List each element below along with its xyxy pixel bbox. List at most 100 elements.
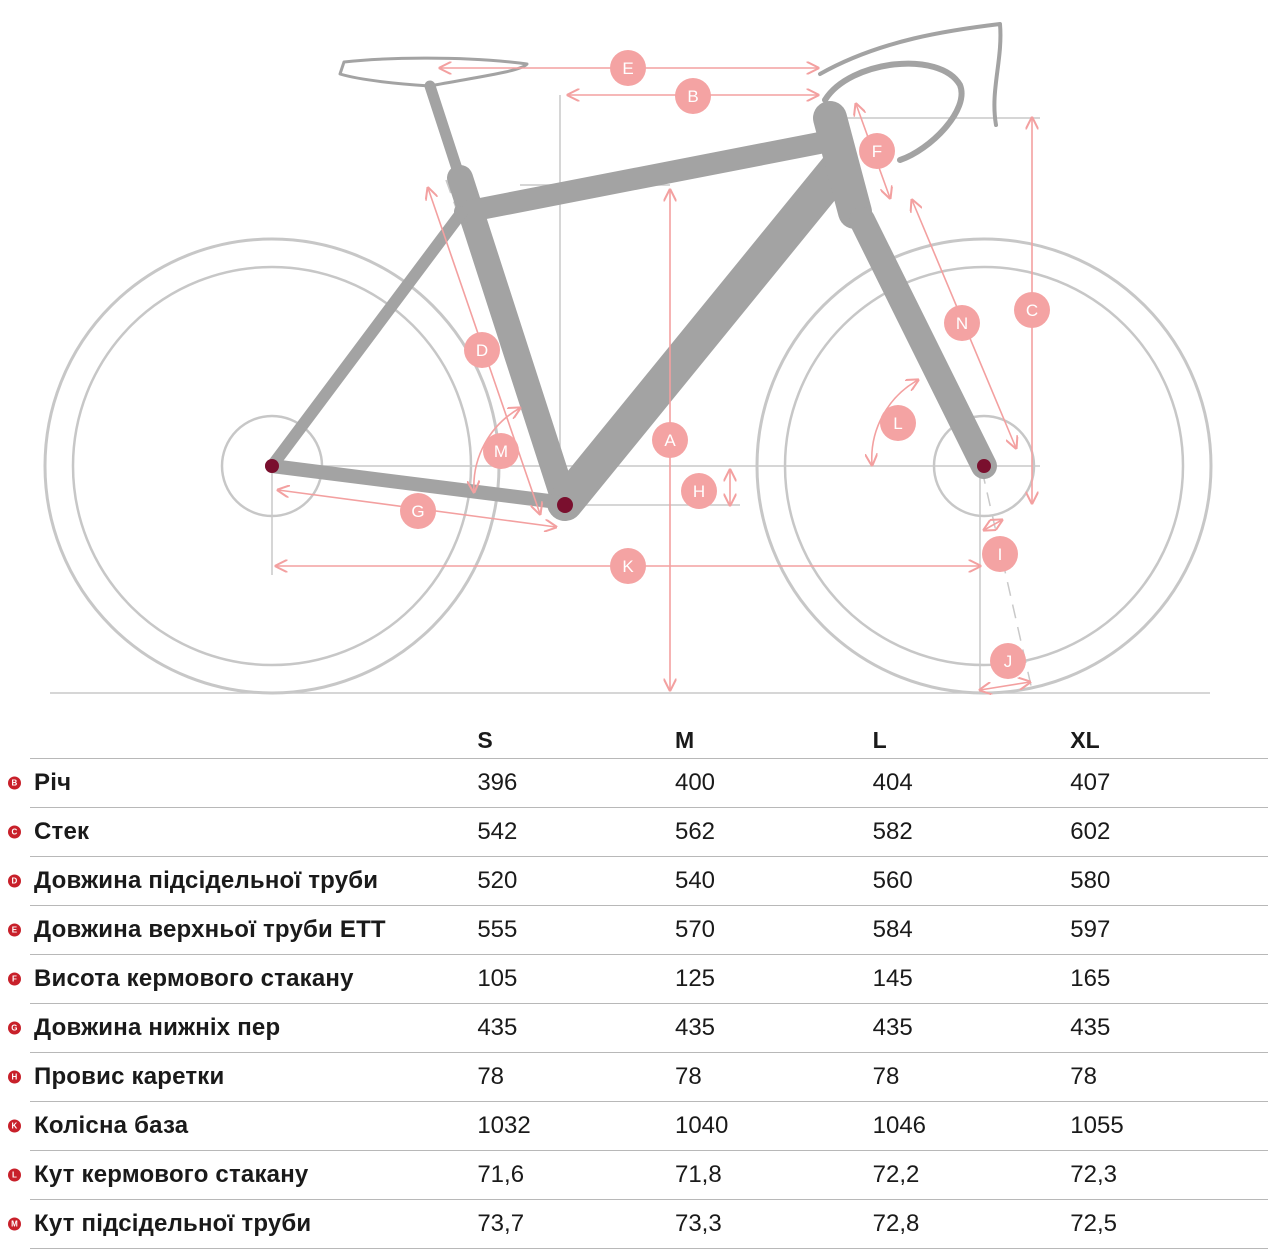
row-label-cell: C Стек <box>8 807 478 857</box>
table-row: F Висота кермового стакану 105 125 145 165 <box>8 954 1268 1004</box>
marker-K: K <box>610 548 646 584</box>
value-cell: 73,3 <box>674 1199 873 1249</box>
row-label-cell: M Кут підсідельної труби <box>8 1199 478 1249</box>
value-cell: 597 <box>1070 905 1268 955</box>
row-code-badge: K <box>8 1119 21 1133</box>
table-row: K Колісна база 1032 1040 1046 1055 <box>8 1101 1268 1151</box>
seatpost <box>424 80 466 184</box>
svg-text:M: M <box>494 442 508 461</box>
value-cell: 78 <box>477 1052 675 1102</box>
svg-text:I: I <box>998 545 1003 564</box>
svg-text:G: G <box>411 502 424 521</box>
svg-text:E: E <box>622 59 633 78</box>
row-label: Довжина верхньої труби ETT <box>34 916 386 943</box>
svg-text:F: F <box>872 142 882 161</box>
value-cell: 580 <box>1070 856 1268 906</box>
value-cell: 400 <box>674 758 873 808</box>
marker-B: B <box>675 78 711 114</box>
table-row: G Довжина нижніх пер 435 435 435 435 <box>8 1003 1268 1053</box>
row-label-cell: L Кут кермового стакану <box>8 1150 478 1200</box>
row-label: Колісна база <box>34 1112 189 1139</box>
geometry-table-body: B Річ 396 400 404 407 C Стек 542 562 582 602 D Довжин… <box>8 758 1268 1249</box>
fork <box>849 207 997 479</box>
seatstay <box>266 206 468 472</box>
row-label-cell: B Річ <box>8 758 478 808</box>
svg-text:N: N <box>956 314 968 333</box>
head-tube <box>813 101 872 229</box>
value-cell: 396 <box>477 758 675 808</box>
bottom-bracket <box>557 497 573 513</box>
row-label: Стек <box>34 818 90 845</box>
value-cell: 105 <box>477 954 675 1004</box>
value-cell: 72,3 <box>1070 1150 1268 1200</box>
value-cell: 560 <box>872 856 1071 906</box>
value-cell: 1032 <box>477 1101 675 1151</box>
geometry-table: S M L XL B Річ 396 400 404 407 C Стек 542 562 582 6… <box>8 712 1268 1249</box>
row-label-cell: E Довжина верхньої труби ETT <box>8 905 478 955</box>
marker-L: L <box>880 405 916 441</box>
value-cell: 1046 <box>872 1101 1071 1151</box>
row-label-cell: G Довжина нижніх пер <box>8 1003 478 1053</box>
marker-N: N <box>944 305 980 341</box>
value-cell: 435 <box>477 1003 675 1053</box>
down-tube <box>547 150 856 521</box>
row-code-badge: F <box>8 972 21 986</box>
value-cell: 78 <box>872 1052 1071 1102</box>
value-cell: 145 <box>872 954 1071 1004</box>
bike-geometry-diagram: E B F C N D L A M H G I K J <box>43 22 1213 705</box>
value-cell: 562 <box>674 807 873 857</box>
table-row: H Провис каретки 78 78 78 78 <box>8 1052 1268 1102</box>
value-cell: 78 <box>674 1052 873 1102</box>
table-row: L Кут кермового стакану 71,6 71,8 72,2 72,3 <box>8 1150 1268 1200</box>
row-label: Висота кермового стакану <box>34 965 354 992</box>
row-code-badge: M <box>8 1217 21 1231</box>
top-tube <box>454 129 846 223</box>
row-code-badge: C <box>8 825 21 839</box>
marker-C: C <box>1014 292 1050 328</box>
marker-H: H <box>681 473 717 509</box>
size-header-xl: XL <box>1070 727 1100 753</box>
row-label: Кут кермового стакану <box>34 1161 309 1188</box>
size-header-row: S M L XL <box>30 712 1268 759</box>
value-cell: 435 <box>674 1003 873 1053</box>
value-cell: 72,2 <box>872 1150 1071 1200</box>
svg-text:C: C <box>1026 301 1038 320</box>
row-code-badge: B <box>8 776 21 790</box>
value-cell: 584 <box>872 905 1071 955</box>
value-cell: 78 <box>1070 1052 1268 1102</box>
value-cell: 540 <box>674 856 873 906</box>
table-row: D Довжина підсідельної труби 520 540 560 580 <box>8 856 1268 906</box>
table-row: M Кут підсідельної труби 73,7 73,3 72,8 72,5 <box>8 1199 1268 1249</box>
marker-F: F <box>859 133 895 169</box>
header-blank <box>30 712 477 759</box>
row-code-badge: G <box>8 1021 21 1035</box>
value-cell: 1055 <box>1070 1101 1268 1151</box>
value-cell: 435 <box>1070 1003 1268 1053</box>
size-header-s: S <box>477 727 493 753</box>
marker-A: A <box>652 422 688 458</box>
value-cell: 520 <box>477 856 675 906</box>
row-code-badge: E <box>8 923 21 937</box>
svg-text:D: D <box>476 341 488 360</box>
marker-G: G <box>400 493 436 529</box>
value-cell: 570 <box>674 905 873 955</box>
handlebar <box>822 60 965 163</box>
value-cell: 125 <box>674 954 873 1004</box>
marker-M: M <box>483 433 519 469</box>
table-row: C Стек 542 562 582 602 <box>8 807 1268 857</box>
marker-I: I <box>982 536 1018 572</box>
row-code-badge: H <box>8 1070 21 1084</box>
size-header-m: M <box>674 727 695 753</box>
row-label-cell: K Колісна база <box>8 1101 478 1151</box>
svg-text:L: L <box>893 414 902 433</box>
value-cell: 542 <box>477 807 675 857</box>
marker-E: E <box>610 50 646 86</box>
row-label: Провис каретки <box>34 1063 225 1090</box>
table-row: E Довжина верхньої труби ETT 555 570 584 597 <box>8 905 1268 955</box>
row-label: Довжина підсідельної труби <box>34 867 379 894</box>
value-cell: 407 <box>1070 758 1268 808</box>
row-code-badge: D <box>8 874 21 888</box>
svg-text:J: J <box>1004 652 1013 671</box>
value-cell: 71,6 <box>477 1150 675 1200</box>
svg-text:K: K <box>622 557 634 576</box>
